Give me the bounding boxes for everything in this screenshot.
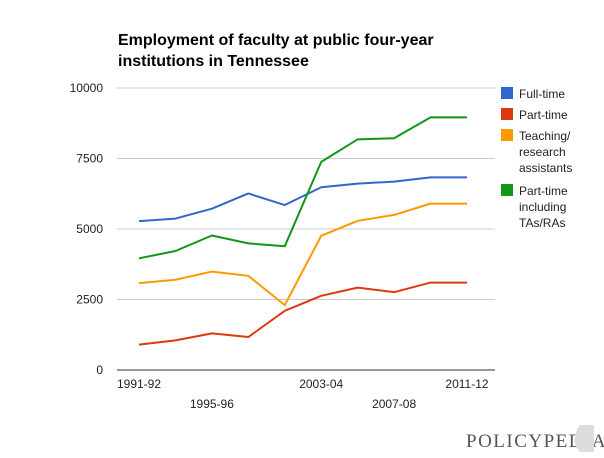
y-tick-label: 2500 [76,293,103,307]
legend-label: Full-time [519,87,565,101]
chart-title-line-1: Employment of faculty at public four-yea… [118,32,434,49]
legend-label: assistants [519,161,572,175]
x-tick-label: 2011-12 [445,377,488,391]
legend-label: Part-time [519,108,568,122]
legend-label: Part-time [519,184,568,198]
chart-title: Employment of faculty at public four-yea… [118,32,434,70]
series-line-teaching-research-assistants [138,202,467,307]
y-axis-tick-labels: 0 2500 5000 7500 10000 [70,81,104,377]
legend-label: including [519,200,566,214]
series-line-full-time [138,176,467,223]
x-tick-label: 2007-08 [372,397,416,411]
legend: Full-time Part-time Teaching/research assis… [501,87,572,230]
x-axis-tick-labels: 1991-92 2003-04 2011-12 1995-96 2007-08 [117,377,489,411]
y-tick-label: 10000 [70,81,104,95]
series-line-part-time [138,281,467,346]
legend-label: Teaching/ [519,129,571,143]
x-tick-label: 1991-92 [117,377,161,391]
gridlines [117,87,495,371]
legend-swatch [501,87,513,99]
page-curl-icon [574,425,594,452]
legend-label: research [519,145,566,159]
y-tick-label: 5000 [76,222,103,236]
legend-swatch [501,108,513,120]
legend-swatch [501,184,513,196]
y-tick-label: 0 [96,363,103,377]
series-lines [138,116,467,346]
chart-title-line-2: institutions in Tennessee [118,53,309,70]
logo-text: POLICYPEDIA [466,431,604,452]
x-tick-label: 2003-04 [299,377,343,391]
y-tick-label: 7500 [76,152,103,166]
policypedia-logo: POLICYPEDIA [466,425,604,452]
x-tick-label: 1995-96 [190,397,234,411]
legend-swatch [501,129,513,141]
legend-label: TAs/RAs [519,216,565,230]
series-line-part-time-including-tas-ras [138,116,467,260]
